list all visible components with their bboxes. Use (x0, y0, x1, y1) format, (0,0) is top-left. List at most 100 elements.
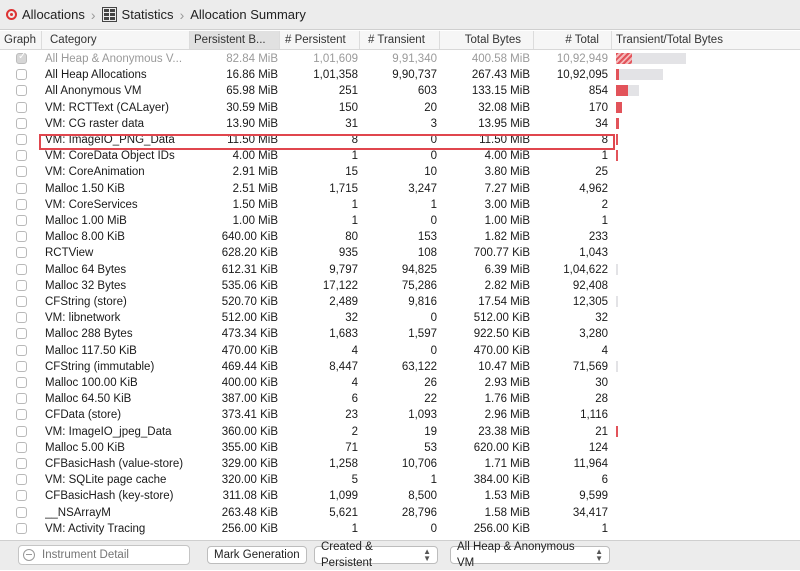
table-row[interactable]: RCTView 628.20 KiB 935 108 700.77 KiB 1,043 (0, 245, 800, 261)
table-row[interactable]: CFData (store) 373.41 KiB 23 1,093 2.96 MiB 1… (0, 407, 800, 423)
graph-checkbox[interactable] (16, 117, 27, 129)
table-row[interactable]: VM: Activity Tracing 256.00 KiB 1 0 256.00 K… (0, 521, 800, 537)
graph-checkbox[interactable] (16, 474, 27, 486)
table-row[interactable]: Malloc 288 Bytes 473.34 KiB 1,683 1,597 922.… (0, 326, 800, 342)
graph-checkbox[interactable] (16, 458, 27, 469)
table-row[interactable]: CFString (store) 520.70 KiB 2,489 9,816 17.5… (0, 294, 800, 310)
table-row[interactable]: VM: ImageIO_jpeg_Data 360.00 KiB 2 19 23.38 … (0, 424, 800, 440)
graph-checkbox[interactable] (16, 393, 27, 405)
table-row[interactable]: VM: CoreAnimation 2.91 MiB 15 10 3.80 MiB 25 (0, 164, 800, 180)
allocation-type-popup[interactable]: All Heap & Anonymous VM ▲ ▼ (450, 541, 610, 569)
breadcrumb-item-statistics[interactable]: Statistics (101, 7, 174, 22)
column-header-transient-count[interactable]: # Transient (360, 31, 440, 49)
graph-checkbox[interactable] (16, 85, 27, 97)
graph-checkbox[interactable] (16, 215, 27, 226)
persistent-count-cell: 1,01,609 (313, 53, 358, 65)
column-header-persistent-count[interactable]: # Persistent (280, 31, 360, 49)
breadcrumb-item-allocations[interactable]: Allocations (6, 7, 85, 22)
mark-generation-button[interactable]: Mark Generation (207, 546, 307, 564)
transient-count-cell: 1 (430, 474, 437, 487)
instrument-detail-filter[interactable] (18, 545, 190, 565)
graph-checkbox[interactable] (16, 198, 27, 210)
graph-checkbox[interactable] (16, 69, 27, 81)
table-row[interactable]: CFBasicHash (value-store) 329.00 KiB 1,258… (0, 456, 800, 472)
table-row[interactable]: __NSArrayM 263.48 KiB 5,621 28,796 1.58 MiB 3… (0, 505, 800, 521)
table-row[interactable]: VM: ImageIO_PNG_Data 11.50 MiB 8 0 11.50 MiB… (0, 132, 800, 148)
transient-count-cell: 94,825 (401, 263, 437, 276)
table-row[interactable]: VM: CoreServices 1.50 MiB 1 1 3.00 MiB 2 (0, 197, 800, 213)
graph-checkbox[interactable] (16, 425, 27, 437)
graph-checkbox[interactable] (16, 150, 27, 162)
total-count-cell: 1 (601, 215, 608, 227)
graph-checkbox[interactable] (16, 231, 27, 243)
category-cell: Malloc 64 Bytes (45, 263, 127, 276)
graph-checkbox[interactable] (16, 134, 27, 145)
chevron-right-icon: › (90, 6, 96, 23)
column-header-transient-total-bytes[interactable]: Transient/Total Bytes (616, 34, 723, 46)
persistent-bytes-cell: 612.31 KiB (221, 263, 278, 276)
lifespan-popup[interactable]: Created & Persistent ▲ ▼ (314, 541, 438, 569)
graph-checkbox[interactable] (16, 182, 27, 194)
graph-checkbox[interactable] (16, 409, 27, 421)
total-bytes-cell: 23.38 MiB (478, 425, 530, 438)
table-row[interactable]: CFBasicHash (key-store) 311.08 KiB 1,099 8,… (0, 488, 800, 504)
graph-checkbox[interactable] (16, 490, 27, 502)
graph-checkbox[interactable] (16, 377, 27, 388)
graph-checkbox[interactable] (16, 312, 27, 324)
table-row[interactable]: VM: libnetwork 512.00 KiB 32 0 512.00 KiB 32 (0, 310, 800, 326)
persistent-count-cell: 1 (351, 522, 358, 535)
category-cell: Malloc 117.50 KiB (45, 344, 137, 357)
graph-checkbox[interactable] (16, 344, 27, 356)
table-row[interactable]: Malloc 32 Bytes 535.06 KiB 17,122 75,286 2.8… (0, 278, 800, 294)
column-header-total-bytes[interactable]: Total Bytes (440, 31, 534, 49)
table-row[interactable]: Malloc 8.00 KiB 640.00 KiB 80 153 1.82 MiB 23… (0, 229, 800, 245)
table-row[interactable]: CFString (immutable) 469.44 KiB 8,447 63,12… (0, 359, 800, 375)
total-bytes-cell: 256.00 KiB (473, 522, 530, 535)
transient-count-cell: 3,247 (408, 182, 437, 195)
total-count-cell: 34 (595, 117, 608, 130)
total-count-cell: 92,408 (572, 279, 608, 292)
graph-checkbox[interactable] (16, 247, 27, 259)
table-row[interactable]: Malloc 5.00 KiB 355.00 KiB 71 53 620.00 KiB 1… (0, 440, 800, 456)
graph-checkbox[interactable] (16, 101, 27, 113)
instrument-detail-input[interactable] (40, 548, 184, 562)
graph-checkbox[interactable] (16, 296, 27, 307)
category-cell: VM: CoreData Object IDs (45, 150, 175, 163)
table-row[interactable]: Malloc 64 Bytes 612.31 KiB 9,797 94,825 6.39… (0, 262, 800, 278)
column-header-persistent-bytes[interactable]: Persistent B... (190, 31, 280, 49)
graph-checkbox[interactable] (16, 166, 27, 178)
table-row[interactable]: Malloc 1.00 MiB 1.00 MiB 1 0 1.00 MiB 1 (0, 213, 800, 229)
table-row[interactable]: Malloc 100.00 KiB 400.00 KiB 4 26 2.93 MiB 30 (0, 375, 800, 391)
table-row[interactable]: VM: SQLite page cache 320.00 KiB 5 1 384.00 … (0, 472, 800, 488)
persistent-count-cell: 4 (351, 377, 358, 389)
persistent-bytes-cell: 360.00 KiB (221, 425, 278, 438)
column-header-category[interactable]: Category (42, 31, 190, 49)
total-count-cell: 9,599 (579, 490, 608, 503)
graph-checkbox[interactable] (16, 279, 27, 291)
breadcrumb-item-allocation-summary[interactable]: Allocation Summary (190, 7, 306, 22)
breadcrumb-label: Allocation Summary (190, 7, 306, 22)
table-row[interactable]: Malloc 64.50 KiB 387.00 KiB 6 22 1.76 MiB 28 (0, 391, 800, 407)
graph-checkbox[interactable] (16, 51, 27, 64)
persistent-bytes-cell: 535.06 KiB (221, 279, 278, 292)
graph-checkbox[interactable] (16, 328, 27, 340)
table-row[interactable]: All Heap Allocations 16.86 MiB 1,01,358 9,9… (0, 67, 800, 83)
table-row[interactable]: VM: CG raster data 13.90 MiB 31 3 13.95 MiB 3… (0, 116, 800, 132)
graph-checkbox[interactable] (16, 360, 27, 372)
graph-checkbox[interactable] (16, 522, 27, 534)
transient-count-cell: 9,90,737 (392, 69, 437, 82)
persistent-count-cell: 1,683 (329, 328, 358, 341)
graph-checkbox[interactable] (16, 506, 27, 518)
column-header-graph[interactable]: Graph (0, 31, 42, 49)
graph-checkbox[interactable] (16, 263, 27, 275)
table-row[interactable]: All Anonymous VM 65.98 MiB 251 603 133.15 Mi… (0, 83, 800, 99)
persistent-count-cell: 5 (351, 474, 358, 487)
graph-checkbox[interactable] (16, 441, 27, 453)
persistent-bytes-cell: 470.00 KiB (221, 344, 278, 357)
column-header-total-count[interactable]: # Total (534, 31, 612, 49)
table-row[interactable]: VM: CoreData Object IDs 4.00 MiB 1 0 4.00 Mi… (0, 148, 800, 164)
table-row[interactable]: All Heap & Anonymous V... 82.84 MiB 1,01,6… (0, 51, 800, 67)
table-row[interactable]: VM: RCTText (CALayer) 30.59 MiB 150 20 32.08… (0, 100, 800, 116)
table-row[interactable]: Malloc 1.50 KiB 2.51 MiB 1,715 3,247 7.27 Mi… (0, 181, 800, 197)
table-row[interactable]: Malloc 117.50 KiB 470.00 KiB 4 0 470.00 KiB 4 (0, 343, 800, 359)
